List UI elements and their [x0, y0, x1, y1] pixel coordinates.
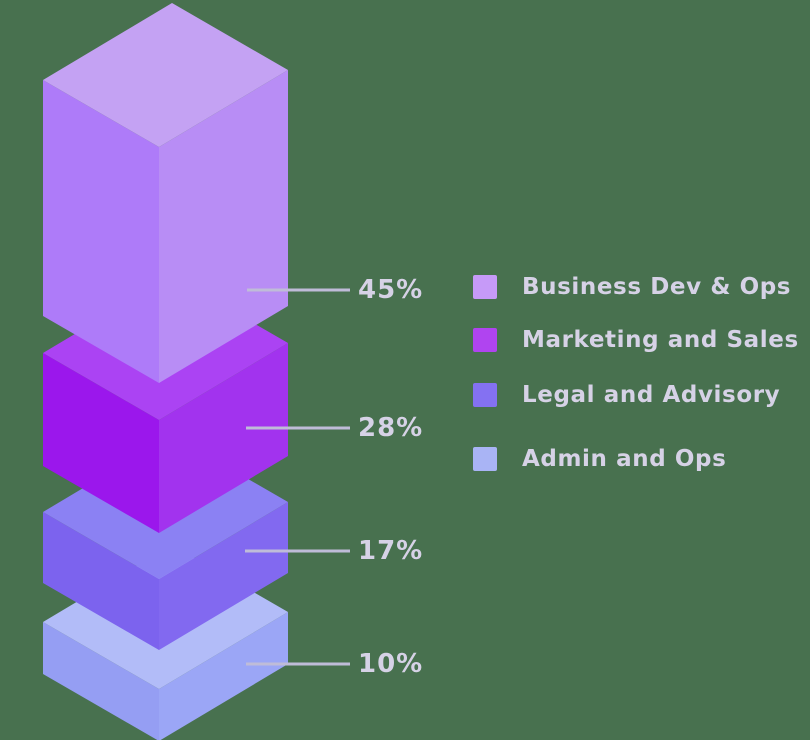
block-legal-and-advisory-right-face	[159, 502, 288, 650]
legend-swatch-admin-ops	[473, 447, 497, 471]
block-business-dev-ops-left-face	[43, 80, 159, 383]
legend-item-business-dev-ops: Business Dev & Ops	[473, 274, 792, 300]
value-label-legal-advisory: 17%	[358, 536, 424, 566]
block-marketing-and-sales-left-face	[43, 353, 159, 533]
legend-swatch-business-dev-ops	[473, 275, 497, 299]
legend-label-legal-advisory: Legal and Advisory	[522, 382, 781, 408]
legend-label-business-dev-ops: Business Dev & Ops	[522, 274, 792, 300]
block-marketing-and-sales-right-face	[159, 343, 288, 533]
legend-item-legal-advisory: Legal and Advisory	[473, 382, 781, 408]
legend-swatch-legal-advisory	[473, 383, 497, 407]
block-business-dev-ops-top-face	[43, 3, 288, 147]
block-admin-and-ops-right-face	[159, 612, 288, 740]
legend-swatch-marketing-sales	[473, 328, 497, 352]
value-label-admin-ops: 10%	[358, 649, 424, 679]
block-business-dev-ops-right-face	[159, 70, 288, 383]
value-label-business-dev-ops: 45%	[358, 275, 424, 305]
legend-label-marketing-sales: Marketing and Sales	[522, 327, 799, 353]
legend-label-admin-ops: Admin and Ops	[522, 446, 727, 472]
legend-item-marketing-sales: Marketing and Sales	[473, 327, 799, 353]
legend-item-admin-ops: Admin and Ops	[473, 446, 727, 472]
block-business-dev-ops	[43, 3, 288, 383]
block-admin-and-ops-left-face	[43, 622, 159, 740]
block-legal-and-advisory-left-face	[43, 512, 159, 650]
value-label-marketing-sales: 28%	[358, 413, 424, 443]
